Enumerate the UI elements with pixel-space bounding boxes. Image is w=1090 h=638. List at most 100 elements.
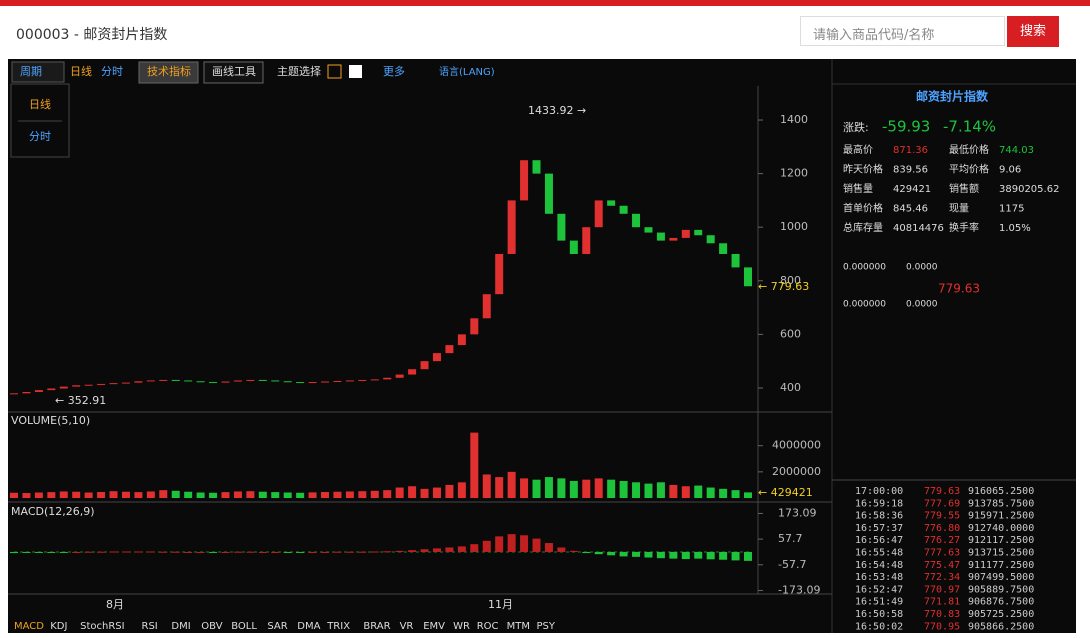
volume-bar (47, 492, 56, 498)
candle (582, 227, 591, 254)
trade-price: 776.80 (924, 523, 960, 534)
macd-bar (10, 551, 18, 554)
search-input[interactable]: 请输入商品代码/名称 (800, 16, 1005, 46)
volume-bar (370, 490, 379, 498)
menu-item[interactable]: 日线 (29, 97, 51, 111)
current-price: 779.63 (938, 282, 980, 296)
trade-volume: 912740.0000 (968, 523, 1034, 534)
macd-bar (594, 551, 603, 555)
indicator-tab[interactable]: RSI (142, 621, 158, 632)
volume-bar (532, 479, 541, 498)
indicator-tab[interactable]: MTM (507, 621, 530, 632)
theme-dark[interactable] (327, 64, 342, 79)
trade-time: 16:50:58 (855, 609, 903, 620)
stat-value: 3890205.62 (999, 184, 1059, 195)
macd-bar (84, 551, 93, 553)
macd-bar (184, 551, 193, 553)
indicator-tab[interactable]: PSY (537, 621, 556, 632)
indicator-tab[interactable]: DMA (297, 621, 320, 632)
volume-bar (470, 432, 479, 498)
macd-bar (669, 551, 678, 559)
macd-bar (656, 551, 665, 559)
macd-bar (258, 551, 267, 553)
indicator-tab[interactable]: EMV (423, 621, 445, 632)
indicator-tab[interactable]: TRIX (326, 621, 350, 632)
trade-time: 16:58:36 (855, 511, 903, 522)
indicator-tab[interactable]: ROC (477, 621, 499, 632)
menu-item[interactable]: 分时 (29, 130, 51, 143)
macd-bar (470, 544, 479, 552)
volume-bar (271, 492, 280, 498)
trade-volume: 916065.2500 (968, 486, 1034, 497)
trade-time: 16:54:48 (855, 560, 903, 571)
theme-light[interactable] (349, 65, 362, 78)
macd-bar (420, 549, 429, 552)
candle (495, 253, 504, 295)
trade-time: 16:53:48 (855, 572, 903, 583)
candle (644, 227, 653, 233)
indicator-tab[interactable]: MACD (14, 621, 44, 632)
trade-volume: 905889.7500 (968, 584, 1034, 595)
candle (308, 382, 317, 384)
draw-button[interactable] (203, 61, 264, 84)
indicator-tab[interactable]: VR (400, 621, 414, 632)
change-value: -59.93 (882, 118, 930, 136)
toolbar-item[interactable]: 语言(LANG) (439, 65, 495, 78)
macd-bar (308, 551, 317, 553)
x-tick-label: 8月 (106, 598, 124, 611)
macd-bar (22, 551, 31, 553)
volume-bar (507, 471, 516, 498)
volume-bar (308, 492, 317, 498)
macd-bar (569, 550, 578, 552)
y-tick-label: 1400 (780, 113, 808, 126)
indicator-tab[interactable]: WR (453, 621, 470, 632)
volume-bar (121, 491, 130, 498)
indicator-tab[interactable]: OBV (201, 621, 222, 632)
volume-bar (420, 488, 429, 498)
y-tick-label: 600 (780, 327, 801, 340)
period-button[interactable] (11, 61, 65, 83)
trade-price: 779.63 (924, 486, 960, 497)
stat-label: 现量 (949, 203, 969, 215)
volume-bar (520, 478, 529, 498)
candle (619, 205, 628, 214)
indicator-tab[interactable]: BOLL (231, 621, 257, 632)
trade-volume: 911177.2500 (968, 560, 1034, 571)
y-tick-label: -173.09 (778, 583, 820, 596)
volume-bar (482, 474, 491, 498)
macd-bar (271, 551, 280, 553)
candle (97, 383, 106, 385)
volume-bar (632, 482, 641, 498)
candle (532, 160, 541, 174)
volume-bar (495, 477, 504, 498)
candle (482, 294, 491, 319)
tech-button[interactable] (138, 61, 199, 84)
search-button[interactable]: 搜索 (1007, 16, 1059, 47)
indicator-tab[interactable]: SAR (267, 621, 287, 632)
volume-bar (656, 482, 665, 498)
toolbar-item[interactable]: 更多 (383, 64, 405, 78)
candle (109, 383, 118, 385)
toolbar-item[interactable]: 画线工具 (212, 64, 256, 78)
toolbar-item[interactable]: 技术指标 (147, 64, 191, 78)
candle (246, 379, 255, 381)
trade-volume: 905725.2500 (968, 609, 1034, 620)
indicator-tab[interactable]: KDJ (50, 621, 67, 632)
candle (470, 318, 479, 335)
trade-price: 770.83 (924, 609, 960, 620)
trade-price: 771.81 (924, 597, 960, 608)
macd-bar (457, 546, 466, 552)
stat-label: 最低价格 (949, 143, 989, 156)
toolbar-item[interactable]: 主题选择 (277, 64, 321, 78)
macd-bar (72, 551, 81, 553)
period-button[interactable]: 周期 (20, 65, 42, 78)
indicator-tab[interactable]: DMI (171, 621, 190, 632)
y-tick-label: 800 (780, 274, 801, 287)
candle (34, 390, 43, 392)
toolbar-item[interactable]: 日线 (70, 64, 92, 78)
indicator-tab[interactable]: BRAR (363, 621, 390, 632)
toolbar-item[interactable]: 分时 (101, 65, 123, 78)
macd-bar (383, 551, 392, 553)
stat-value: 40814476 (893, 223, 944, 234)
indicator-tab[interactable]: StochRSI (80, 621, 124, 632)
